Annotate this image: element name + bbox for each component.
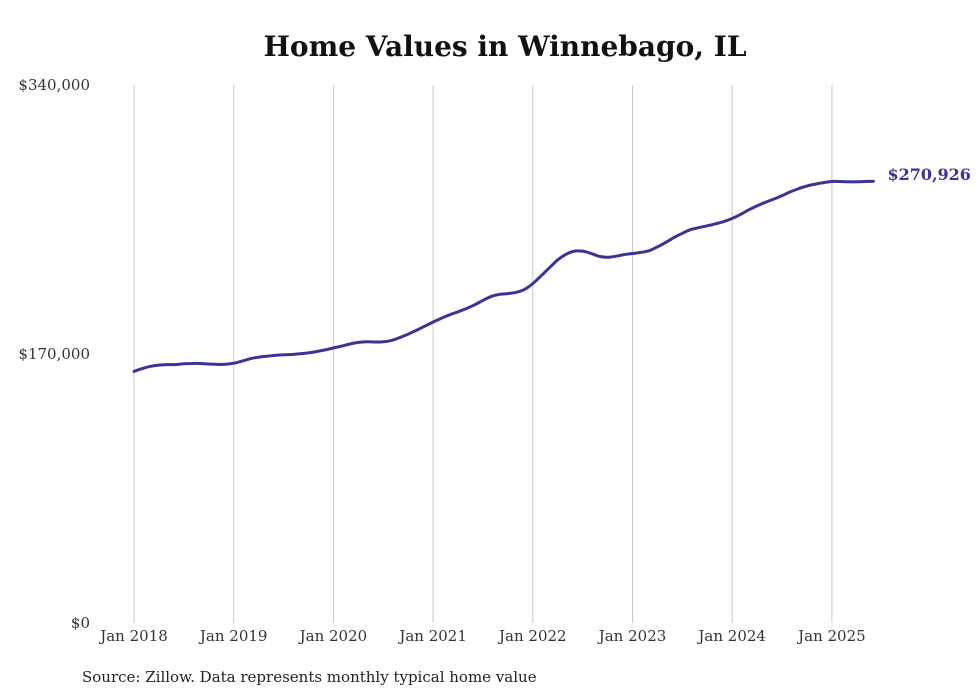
- series-line: [132, 179, 875, 373]
- x-tick-label: Jan 2024: [696, 627, 766, 645]
- x-tick-label: Jan 2023: [597, 627, 667, 645]
- x-tick-label: Jan 2022: [497, 627, 567, 645]
- y-tick-label: $340,000: [18, 76, 90, 94]
- y-axis-ticks: $0 $170,000 $340,000: [18, 76, 90, 632]
- x-tick-label: Jan 2018: [98, 627, 168, 645]
- gridlines: [133, 85, 833, 623]
- end-value-label: $270,926: [887, 165, 971, 184]
- x-axis-ticks: Jan 2018 Jan 2019 Jan 2020 Jan 2021 Jan 2022…: [98, 627, 865, 645]
- chart-title: Home Values in Winnebago, IL: [263, 30, 747, 63]
- source-note: Source: Zillow. Data represents monthly …: [82, 668, 537, 686]
- y-tick-label: $0: [71, 614, 90, 632]
- x-tick-label: Jan 2020: [298, 627, 368, 645]
- x-tick-label: Jan 2025: [796, 627, 866, 645]
- x-tick-label: Jan 2019: [198, 627, 268, 645]
- y-tick-label: $170,000: [18, 345, 90, 363]
- x-tick-label: Jan 2021: [397, 627, 467, 645]
